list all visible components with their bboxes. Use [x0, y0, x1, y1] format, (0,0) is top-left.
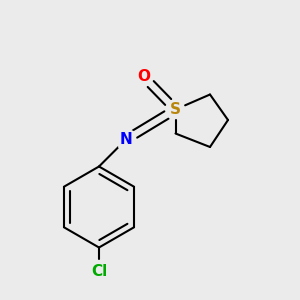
Text: Cl: Cl	[91, 264, 107, 279]
Text: O: O	[137, 69, 150, 84]
Text: S: S	[170, 102, 181, 117]
Text: N: N	[120, 132, 132, 147]
